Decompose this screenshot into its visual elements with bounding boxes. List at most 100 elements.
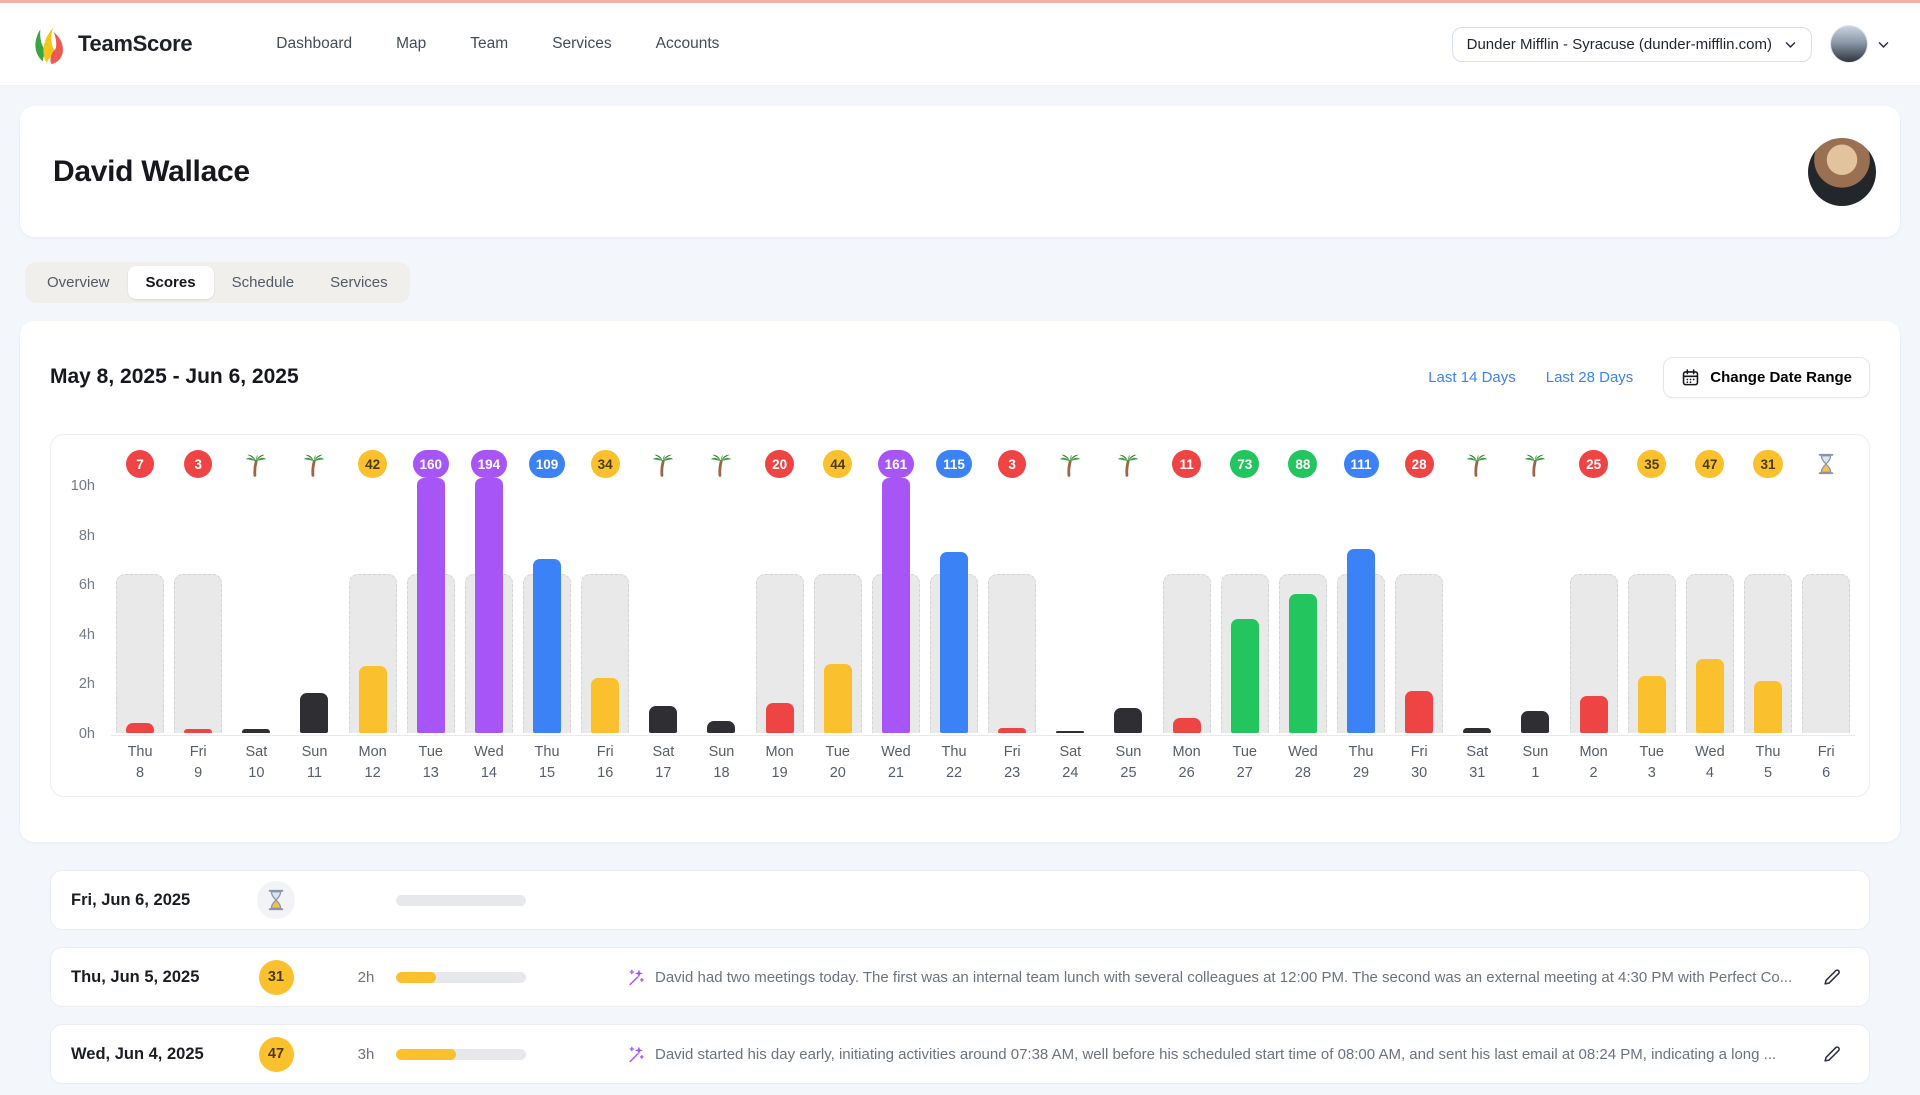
- day-badge-slot: 88: [1288, 450, 1318, 478]
- chart-day-column[interactable]: 25 Mon 2: [1565, 435, 1623, 784]
- brand-logo[interactable]: TeamScore: [30, 22, 193, 66]
- chart-day-column[interactable]: 11 Mon 26: [1158, 435, 1216, 784]
- edit-note-button[interactable]: [1821, 1043, 1843, 1065]
- score-badge: 3: [998, 450, 1027, 478]
- y-tick-label: 4h: [78, 626, 95, 643]
- chart-day-column[interactable]: 115 Thu 22: [925, 435, 983, 784]
- chart-day-column[interactable]: Fri 6: [1797, 435, 1855, 784]
- day-badge-slot: [650, 450, 676, 478]
- score-badge: 161: [877, 450, 915, 478]
- tab-services[interactable]: Services: [330, 274, 388, 291]
- chart-day-column[interactable]: 73 Tue 27: [1216, 435, 1274, 784]
- day-bars: [1158, 485, 1216, 733]
- x-axis-label: Mon 12: [358, 744, 387, 782]
- user-avatar[interactable]: [1830, 25, 1868, 63]
- nav-link-team[interactable]: Team: [470, 35, 509, 52]
- nav-link-services[interactable]: Services: [552, 35, 612, 52]
- day-badge-slot: [1815, 450, 1837, 478]
- scheduled-hours-bar: [174, 574, 223, 733]
- worked-hours-bar: [940, 551, 969, 733]
- chart-day-column[interactable]: 111 Thu 29: [1332, 435, 1390, 784]
- score-badge: 73: [1230, 450, 1260, 478]
- chart-day-column[interactable]: Sun 11: [285, 435, 343, 784]
- day-badge-slot: 44: [823, 450, 853, 478]
- chart-day-column[interactable]: 160 Tue 13: [402, 435, 460, 784]
- chart-day-column[interactable]: 161 Wed 21: [867, 435, 925, 784]
- day-bars: [1506, 485, 1564, 733]
- chart-day-column[interactable]: 109 Thu 15: [518, 435, 576, 784]
- day-badge-slot: 161: [877, 450, 915, 478]
- tab-overview[interactable]: Overview: [47, 274, 110, 291]
- chart-day-column[interactable]: Sat 17: [634, 435, 692, 784]
- scheduled-hours-bar: [116, 574, 165, 733]
- chart-day-column[interactable]: 3 Fri 9: [169, 435, 227, 784]
- score-badge: 11: [1172, 450, 1201, 478]
- tab-schedule[interactable]: Schedule: [231, 274, 295, 291]
- day-badge-slot: 11: [1172, 450, 1201, 478]
- chart-day-column[interactable]: 31 Thu 5: [1739, 435, 1797, 784]
- chart-day-column[interactable]: 42 Mon 12: [344, 435, 402, 784]
- sparkle-icon: [626, 1044, 646, 1064]
- calendar-icon: [1681, 368, 1700, 387]
- loading-strip: [0, 0, 1920, 3]
- day-badge-slot: 73: [1230, 450, 1260, 478]
- chart-day-column[interactable]: Sat 31: [1448, 435, 1506, 784]
- x-axis-label: Fri 23: [1003, 744, 1021, 782]
- chart-day-column[interactable]: 34 Fri 16: [576, 435, 634, 784]
- account-selector[interactable]: Dunder Mifflin - Syracuse (dunder-miffli…: [1451, 26, 1812, 62]
- palm-icon: [1522, 451, 1548, 477]
- hours-progress-bar: [396, 1048, 526, 1060]
- chart-day-column[interactable]: 20 Mon 19: [751, 435, 809, 784]
- day-badge-slot: 3: [184, 450, 213, 478]
- day-bars: [1681, 485, 1739, 733]
- nav-link-map[interactable]: Map: [396, 35, 427, 52]
- chart-day-column[interactable]: 88 Wed 28: [1274, 435, 1332, 784]
- day-bars: [111, 485, 169, 733]
- chart-day-column[interactable]: 194 Wed 14: [460, 435, 518, 784]
- chart-day-column[interactable]: 7 Thu 8: [111, 435, 169, 784]
- worked-hours-bar: [1230, 618, 1259, 733]
- day-bars: [634, 485, 692, 733]
- chart-day-column[interactable]: 3 Fri 23: [983, 435, 1041, 784]
- user-menu-chevron-icon[interactable]: [1877, 38, 1890, 51]
- change-date-range-button[interactable]: Change Date Range: [1663, 356, 1870, 398]
- day-bars: [285, 485, 343, 733]
- worked-hours-bar: [591, 678, 620, 733]
- chart-day-column[interactable]: Sat 10: [227, 435, 285, 784]
- worked-hours-bar: [1521, 710, 1550, 733]
- day-bars: [518, 485, 576, 733]
- score-badge: 31: [258, 959, 294, 995]
- day-row-date: Thu, Jun 5, 2025: [71, 967, 200, 986]
- worked-hours-bar: [1347, 549, 1376, 733]
- quick-link-last-14-days[interactable]: Last 14 Days: [1428, 368, 1516, 386]
- tab-scores[interactable]: Scores: [127, 266, 214, 299]
- day-badge-slot: 111: [1343, 450, 1379, 478]
- chart-day-column[interactable]: 47 Wed 4: [1681, 435, 1739, 784]
- chart-day-column[interactable]: 28 Fri 30: [1390, 435, 1448, 784]
- day-bars: [692, 485, 750, 733]
- day-badge-slot: [1464, 450, 1490, 478]
- chart-day-column[interactable]: Sun 18: [692, 435, 750, 784]
- chart-day-column[interactable]: 35 Tue 3: [1623, 435, 1681, 784]
- chart-day-column[interactable]: Sun 1: [1506, 435, 1564, 784]
- chart-day-column[interactable]: Sun 25: [1099, 435, 1157, 784]
- day-row: Wed, Jun 4, 2025 47 3h David started his da…: [50, 1024, 1870, 1084]
- day-bars: [344, 485, 402, 733]
- x-axis-label: Thu 5: [1755, 744, 1781, 782]
- quick-link-last-28-days[interactable]: Last 28 Days: [1545, 368, 1634, 386]
- x-axis-label: Fri 9: [189, 744, 207, 782]
- edit-note-button[interactable]: [1821, 966, 1843, 988]
- nav-link-accounts[interactable]: Accounts: [655, 35, 720, 52]
- day-badge-slot: 35: [1637, 450, 1667, 478]
- nav-link-dashboard[interactable]: Dashboard: [276, 35, 353, 52]
- chart-day-column[interactable]: Sat 24: [1041, 435, 1099, 784]
- scores-card: May 8, 2025 - Jun 6, 2025 Last 14 Days La…: [20, 321, 1900, 842]
- profile-header-card: David Wallace: [20, 106, 1900, 237]
- day-bars: [867, 477, 925, 733]
- scheduled-hours-bar: [1162, 574, 1211, 733]
- day-badge-slot: 42: [358, 450, 388, 478]
- chart-day-column[interactable]: 44 Tue 20: [809, 435, 867, 784]
- scheduled-hours-bar: [1802, 574, 1851, 733]
- worked-hours-bar: [1288, 594, 1317, 733]
- hourglass-icon: [265, 889, 287, 911]
